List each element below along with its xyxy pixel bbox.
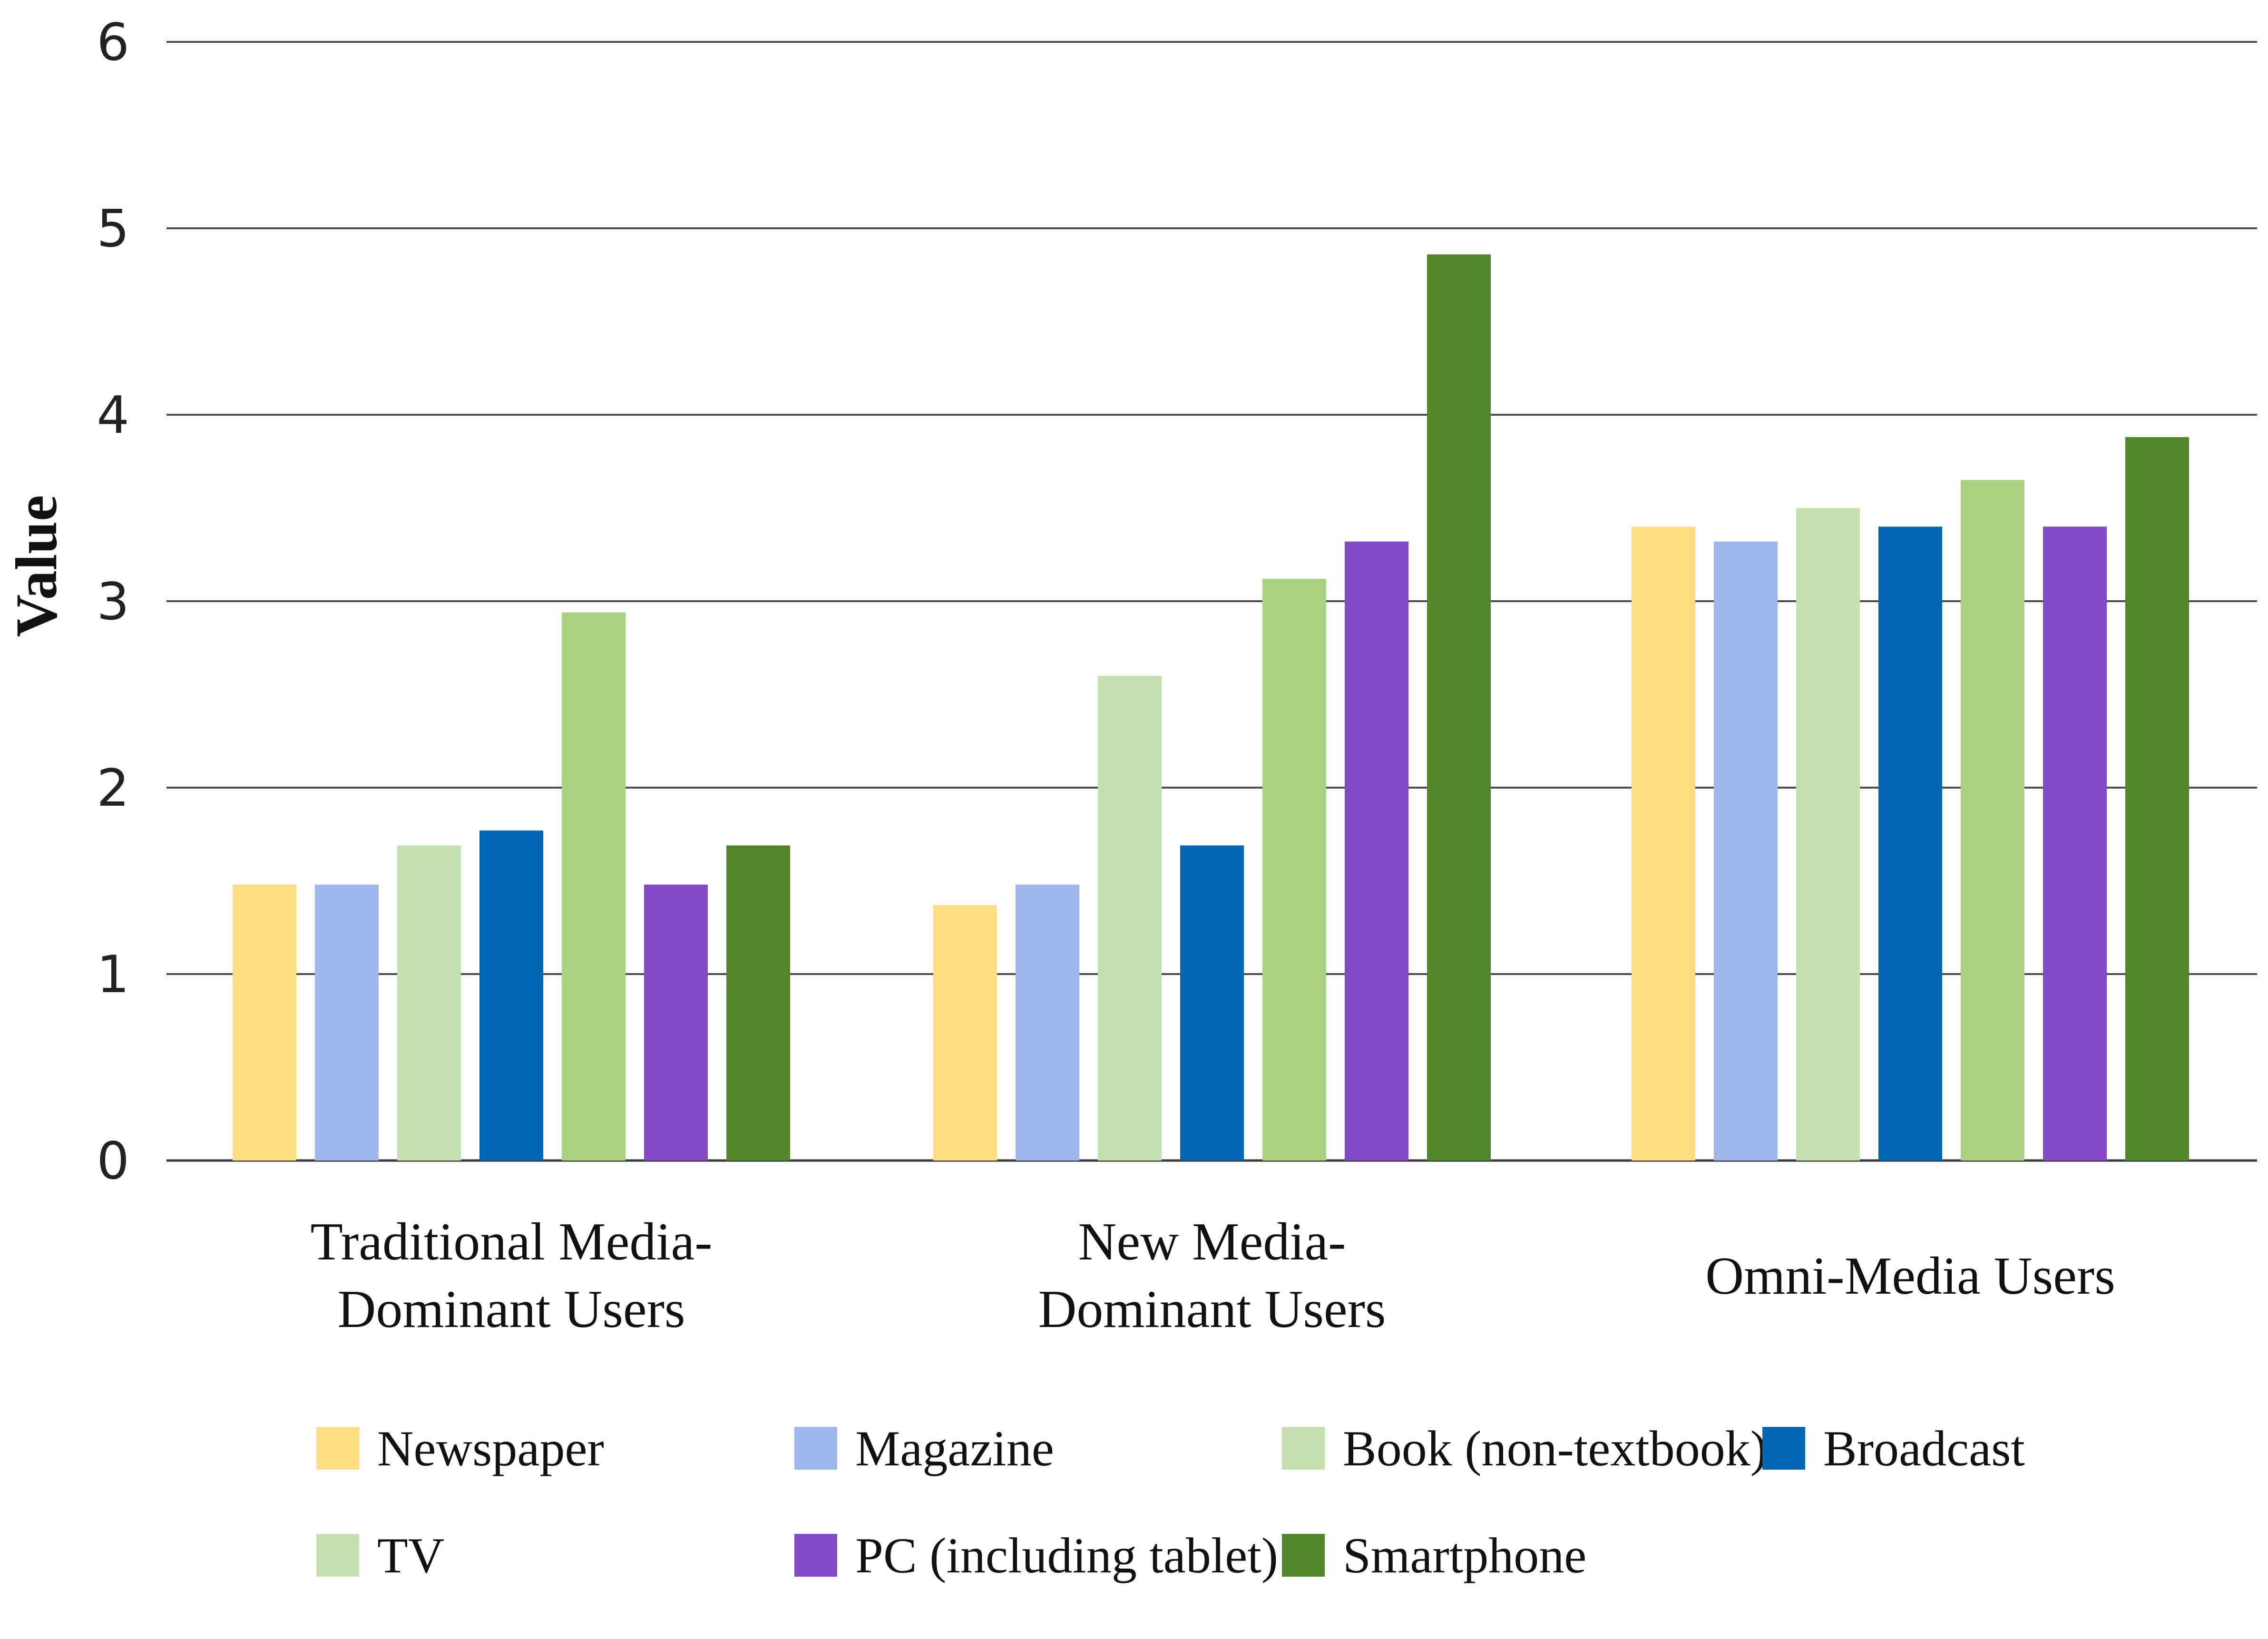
legend-item-newspaper: Newspaper	[316, 1421, 604, 1476]
category-label-line: New Media-	[1078, 1212, 1346, 1271]
legend-label: Broadcast	[1823, 1421, 2025, 1476]
y-tick-label: 6	[97, 13, 129, 72]
bars	[233, 254, 2189, 1161]
legend-swatch	[316, 1534, 359, 1577]
bar-broadcast	[1878, 527, 1942, 1161]
legend-swatch	[1282, 1534, 1325, 1577]
bar-pc-including-tablet	[1345, 541, 1408, 1161]
category-label: Omni-Media Users	[1705, 1247, 2115, 1306]
y-tick-label: 3	[97, 572, 129, 632]
bar-newspaper	[1632, 527, 1695, 1161]
legend-label: Book (non-textbook)	[1343, 1421, 1767, 1476]
legend-item-magazine: Magazine	[794, 1421, 1054, 1476]
legend-swatch	[794, 1534, 837, 1577]
bar-newspaper	[233, 884, 296, 1161]
y-tick-label: 2	[97, 759, 129, 818]
category-label: Traditional Media- Dominant Users	[310, 1212, 712, 1339]
legend-label: Magazine	[855, 1421, 1054, 1476]
bar-smartphone	[2125, 437, 2189, 1161]
category-label-line: Dominant Users	[1038, 1280, 1386, 1339]
bar-broadcast	[479, 830, 543, 1161]
legend-label: Smartphone	[1343, 1528, 1586, 1583]
y-axis-title: Value	[4, 495, 69, 637]
legend-swatch	[794, 1427, 837, 1470]
y-axis-ticks: 0 1 2 3 4 5 6	[97, 13, 129, 1191]
y-tick-label: 5	[97, 199, 129, 259]
legend-item-pc-including-tablet: PC (including tablet)	[794, 1528, 1278, 1583]
legend-item-broadcast: Broadcast	[1762, 1421, 2025, 1476]
bar-magazine	[315, 884, 379, 1161]
bar-magazine	[1016, 884, 1079, 1161]
legend-label: Newspaper	[377, 1421, 604, 1476]
bar-tv	[562, 612, 626, 1161]
legend-swatch	[1762, 1427, 1805, 1470]
legend-swatch	[316, 1427, 359, 1470]
bar-pc-including-tablet	[2043, 527, 2107, 1161]
category-label: New Media- Dominant Users	[1038, 1212, 1386, 1339]
y-tick-label: 1	[97, 945, 129, 1005]
legend-label: PC (including tablet)	[855, 1528, 1278, 1583]
category-label-line: Omni-Media Users	[1705, 1247, 2115, 1306]
bar-newspaper	[933, 905, 997, 1161]
bar-smartphone	[726, 845, 790, 1161]
bar-tv	[1262, 578, 1326, 1161]
legend-label: TV	[377, 1528, 444, 1583]
bar-book-non-textbook	[397, 845, 461, 1161]
bar-magazine	[1714, 541, 1778, 1161]
y-tick-label: 4	[97, 386, 129, 445]
legend: Newspaper Magazine Book (non-textbook) Broa…	[316, 1421, 2025, 1583]
bar-smartphone	[1427, 254, 1491, 1161]
bar-broadcast	[1180, 845, 1244, 1161]
bar-book-non-textbook	[1098, 675, 1162, 1161]
legend-swatch	[1282, 1427, 1325, 1470]
category-label-line: Traditional Media-	[310, 1212, 712, 1271]
bar-tv	[1961, 480, 2024, 1161]
y-tick-label: 0	[97, 1132, 129, 1191]
category-label-line: Dominant Users	[337, 1280, 685, 1339]
legend-item-book-non-textbook: Book (non-textbook)	[1282, 1421, 1767, 1476]
bar-pc-including-tablet	[644, 884, 708, 1161]
legend-item-tv: TV	[316, 1528, 444, 1583]
legend-item-smartphone: Smartphone	[1282, 1528, 1586, 1583]
bar-book-non-textbook	[1796, 508, 1860, 1161]
